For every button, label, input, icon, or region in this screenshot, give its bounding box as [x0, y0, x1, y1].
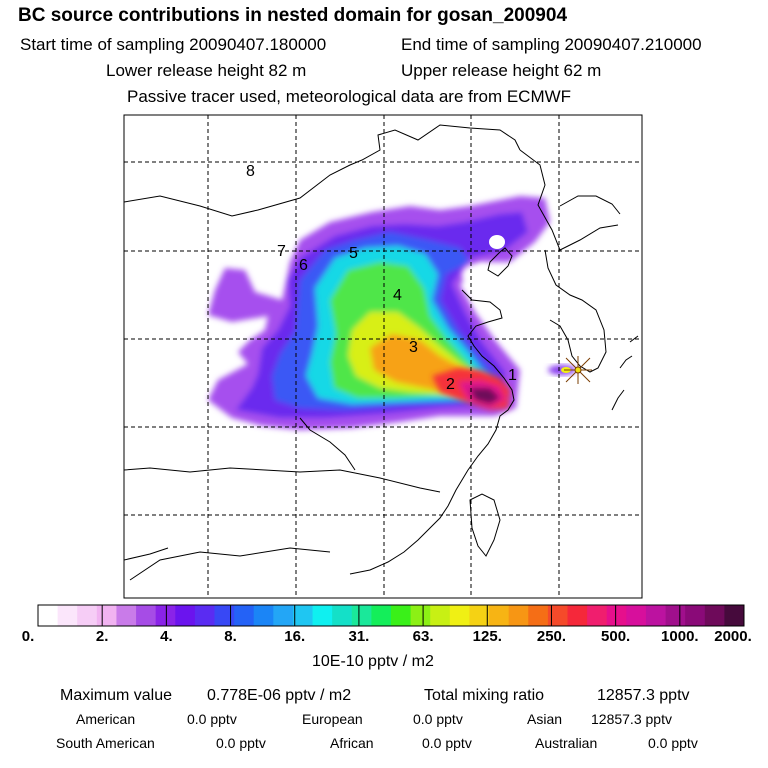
legend-tick-label: 250.: [536, 628, 567, 645]
legend-swatch: [567, 605, 588, 626]
legend-swatch: [489, 605, 510, 626]
legend-swatch: [410, 605, 431, 626]
source-label-4: 4: [393, 287, 402, 304]
map-area: [124, 115, 642, 598]
legend-frame: [37, 604, 745, 627]
legend-swatch: [430, 605, 451, 626]
lat-lon-grid: [124, 115, 642, 598]
legend-tick-label: 125.: [472, 628, 502, 645]
south-american-value: 0.0 pptv: [216, 735, 266, 751]
legend-swatch: [234, 605, 255, 626]
legend-swatch: [77, 605, 98, 626]
legend-swatch: [273, 605, 294, 626]
legend-swatch: [292, 605, 313, 626]
legend-swatch: [312, 605, 333, 626]
source-label-7: 7: [277, 243, 286, 260]
legend-tick-label: 1000.: [661, 628, 699, 645]
legend-swatch: [665, 605, 686, 626]
legend-swatch: [645, 605, 666, 626]
european-label: European: [302, 711, 363, 727]
map-title: BC source contributions in nested domain…: [18, 5, 568, 26]
source-label-8: 8: [246, 163, 255, 180]
american-label: American: [76, 711, 136, 727]
european-value: 0.0 pptv: [413, 711, 463, 727]
asian-value: 12857.3 pptv: [591, 711, 672, 727]
legend-tick-label: 63.: [412, 628, 434, 645]
legend-swatch: [587, 605, 608, 626]
asian-label: Asian: [527, 711, 563, 727]
source-label-5: 5: [349, 245, 358, 262]
source-label-2: 2: [446, 376, 455, 393]
legend-color-bar: [37, 604, 745, 627]
coastlines: [124, 124, 639, 581]
american-value: 0.0 pptv: [187, 711, 237, 727]
legend-tick-label: 8.: [224, 628, 237, 645]
legend-swatch: [449, 605, 470, 626]
african-value: 0.0 pptv: [422, 735, 472, 751]
legend-swatch: [508, 605, 529, 626]
legend-swatch: [371, 605, 392, 626]
legend-swatch: [155, 605, 176, 626]
legend-swatch: [547, 605, 568, 626]
legend-swatch: [194, 605, 215, 626]
upper-release-label: Upper release height 62 m: [401, 61, 602, 80]
legend-tick-label: 31.: [348, 628, 370, 645]
legend-tick-label: 2000.: [714, 628, 752, 645]
legend-swatch: [351, 605, 372, 626]
max-value: 0.778E-06 pptv / m2: [207, 687, 352, 704]
legend-swatch: [38, 605, 59, 626]
legend-swatch: [57, 605, 78, 626]
legend-swatch: [253, 605, 274, 626]
legend-swatch: [391, 605, 412, 626]
source-label-3: 3: [409, 339, 418, 356]
legend-swatch: [469, 605, 490, 626]
legend-swatch: [626, 605, 647, 626]
concentration-plume: [208, 196, 576, 430]
legend-tick-label: 2.: [95, 628, 109, 645]
legend-swatch: [136, 605, 157, 626]
map-frame: [123, 114, 643, 599]
source-label-6: 6: [299, 257, 308, 274]
legend-swatch: [214, 605, 235, 626]
legend-swatch: [704, 605, 725, 626]
legend-swatch: [528, 605, 549, 626]
legend-swatch: [332, 605, 353, 626]
legend-unit-label: 10E-10 pptv / m2: [312, 653, 434, 670]
max-value-label: Maximum value: [60, 687, 173, 704]
source-label-1: 1: [508, 367, 517, 384]
total-mixing-value: 12857.3 pptv: [597, 687, 690, 704]
australian-label: Australian: [535, 735, 598, 751]
south-american-label: South American: [56, 735, 155, 751]
legend-swatch: [685, 605, 706, 626]
legend-swatch: [175, 605, 196, 626]
receptor-star-icon: [564, 356, 592, 384]
african-label: African: [330, 735, 374, 751]
legend-tick-label: 0.: [21, 628, 35, 645]
lower-release-label: Lower release height 82 m: [106, 61, 307, 80]
legend-swatch: [606, 605, 627, 626]
legend-tick-label: 500.: [601, 628, 631, 645]
end-time-label: End time of sampling 20090407.210000: [401, 35, 702, 54]
legend-swatch: [724, 605, 745, 626]
total-mixing-label: Total mixing ratio: [424, 687, 545, 704]
legend-swatch: [96, 605, 117, 626]
legend-swatch: [116, 605, 137, 626]
australian-value: 0.0 pptv: [648, 735, 698, 751]
tracer-info-label: Passive tracer used, meteorological data…: [127, 87, 572, 106]
start-time-label: Start time of sampling 20090407.180000: [20, 35, 327, 54]
legend-tick-label: 16.: [284, 628, 306, 645]
legend-tick-label: 4.: [160, 628, 173, 645]
